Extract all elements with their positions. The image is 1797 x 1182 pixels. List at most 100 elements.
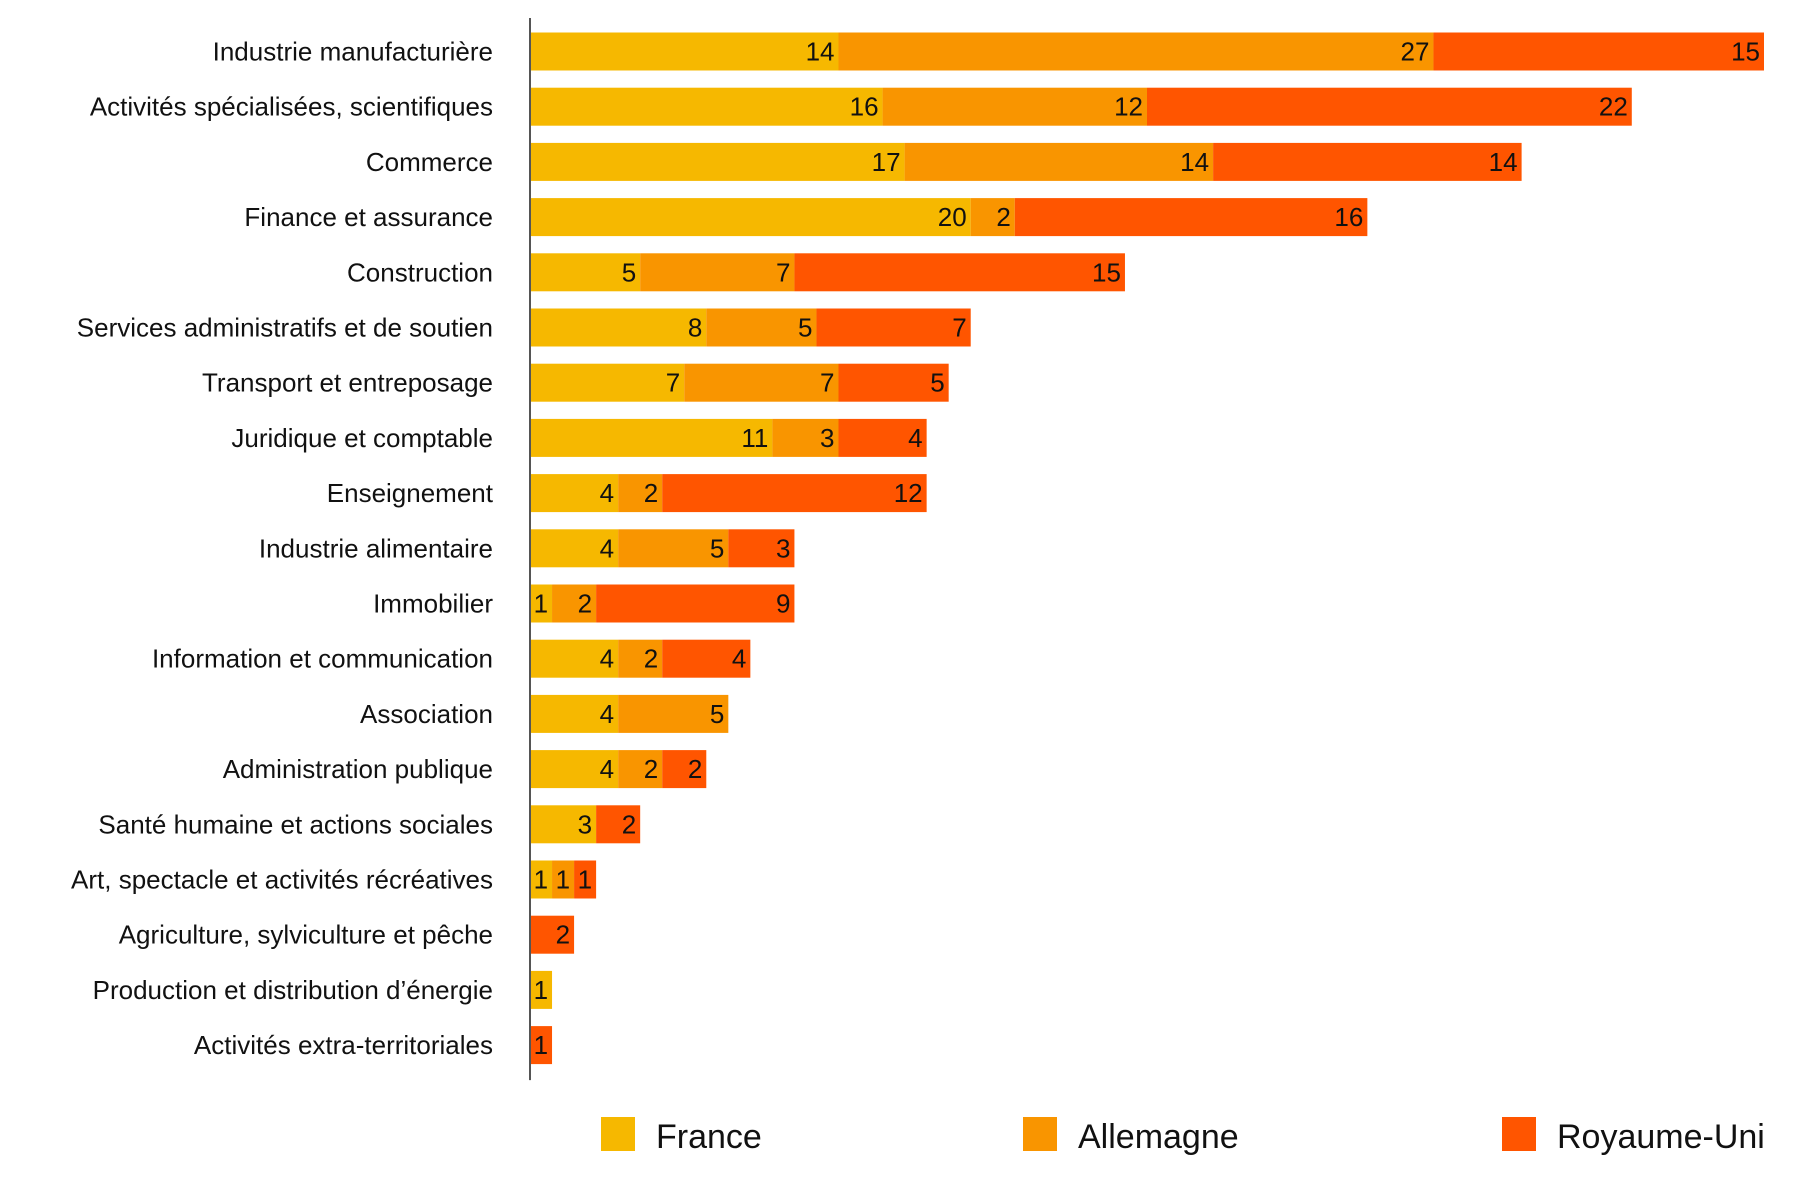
- bar-segment: [882, 87, 1147, 126]
- bar-segment: [596, 805, 641, 844]
- data-label: 3: [820, 423, 834, 453]
- data-label: 5: [930, 368, 944, 398]
- data-label: 14: [806, 37, 835, 67]
- data-label: 2: [688, 754, 702, 784]
- bar-segment: [706, 308, 817, 347]
- data-label: 7: [776, 257, 790, 287]
- bar-segment: [838, 32, 1434, 71]
- data-label: 16: [850, 92, 879, 122]
- bar-segment: [618, 529, 729, 568]
- data-label: 4: [732, 644, 746, 674]
- data-label: 2: [622, 809, 636, 839]
- bar-segment: [662, 750, 707, 789]
- legend-label: Royaume-Uni: [1557, 1118, 1765, 1156]
- bar-segment: [530, 87, 883, 126]
- bar-segment: [1213, 142, 1522, 181]
- category-label: Finance et assurance: [244, 202, 493, 232]
- bar-segment: [596, 584, 795, 623]
- bar-segment: [530, 805, 597, 844]
- data-label: 1: [556, 865, 570, 895]
- category-label: Agriculture, sylviculture et pêche: [119, 920, 493, 950]
- bar-segments: [530, 32, 1764, 1065]
- bar-segment: [904, 142, 1214, 181]
- category-label: Construction: [347, 257, 493, 287]
- data-label: 8: [688, 313, 702, 343]
- bar-segment: [530, 584, 553, 623]
- bar-segment: [1433, 32, 1764, 71]
- data-label: 15: [1731, 37, 1760, 67]
- bar-segment: [618, 639, 663, 678]
- bar-segment: [530, 639, 619, 678]
- category-label: Juridique et comptable: [231, 423, 493, 453]
- category-label: Activités spécialisées, scientifiques: [90, 92, 493, 122]
- category-label: Association: [360, 699, 493, 729]
- data-label: 7: [952, 313, 966, 343]
- data-label: 7: [666, 368, 680, 398]
- bar-segment: [618, 694, 729, 733]
- category-label: Activités extra-territoriales: [194, 1030, 493, 1060]
- category-label: Services administratifs et de soutien: [77, 313, 493, 343]
- bar-segment: [530, 474, 619, 513]
- data-label: 2: [644, 754, 658, 784]
- data-label: 12: [1114, 92, 1143, 122]
- bar-segment: [530, 198, 971, 237]
- legend-swatch: [1023, 1117, 1057, 1151]
- category-label: Art, spectacle et activités récréatives: [71, 865, 493, 895]
- bar-segment: [970, 198, 1015, 237]
- legend-label: Allemagne: [1078, 1118, 1239, 1156]
- bar-segment: [728, 529, 795, 568]
- bar-segment: [530, 418, 773, 457]
- data-label: 16: [1334, 202, 1363, 232]
- data-label: 17: [872, 147, 901, 177]
- bar-segment: [530, 1026, 553, 1065]
- data-label: 2: [644, 644, 658, 674]
- bar-segment: [530, 750, 619, 789]
- bar-segment: [530, 970, 553, 1009]
- data-label: 1: [534, 975, 548, 1005]
- data-label: 9: [776, 589, 790, 619]
- bar-segment: [530, 142, 905, 181]
- bar-segment: [838, 363, 949, 402]
- data-label: 4: [600, 533, 614, 563]
- data-label: 7: [820, 368, 834, 398]
- data-label: 14: [1489, 147, 1518, 177]
- bar-segment: [1014, 198, 1368, 237]
- category-label: Santé humaine et actions sociales: [98, 809, 493, 839]
- category-label: Immobilier: [373, 589, 493, 619]
- data-label: 1: [534, 865, 548, 895]
- data-label: 22: [1599, 92, 1628, 122]
- data-label: 5: [710, 699, 724, 729]
- bar-segment: [684, 363, 839, 402]
- data-label: 1: [578, 865, 592, 895]
- data-label: 3: [578, 809, 592, 839]
- data-label: 15: [1092, 257, 1121, 287]
- category-label: Industrie alimentaire: [259, 533, 493, 563]
- category-label: Enseignement: [327, 478, 494, 508]
- bar-segment: [530, 694, 619, 733]
- data-label: 1: [534, 589, 548, 619]
- data-label: 4: [600, 478, 614, 508]
- data-label: 4: [600, 754, 614, 784]
- bar-segment: [552, 860, 575, 899]
- bar-segment: [530, 253, 641, 292]
- bar-segment: [530, 915, 575, 954]
- data-label: 4: [600, 644, 614, 674]
- legend-swatch: [1502, 1117, 1536, 1151]
- data-label: 4: [908, 423, 922, 453]
- legend-label: France: [656, 1118, 762, 1156]
- category-label: Information et communication: [152, 644, 493, 674]
- category-label: Commerce: [366, 147, 493, 177]
- bar-segment: [794, 253, 1125, 292]
- bar-segment: [530, 363, 685, 402]
- data-label: 3: [776, 533, 790, 563]
- data-label: 4: [600, 699, 614, 729]
- bar-segment: [1147, 87, 1632, 126]
- category-label: Industrie manufacturière: [213, 37, 493, 67]
- data-label: 5: [798, 313, 812, 343]
- bar-segment: [838, 418, 927, 457]
- bar-segment: [574, 860, 597, 899]
- bar-segment: [772, 418, 839, 457]
- data-label: 2: [578, 589, 592, 619]
